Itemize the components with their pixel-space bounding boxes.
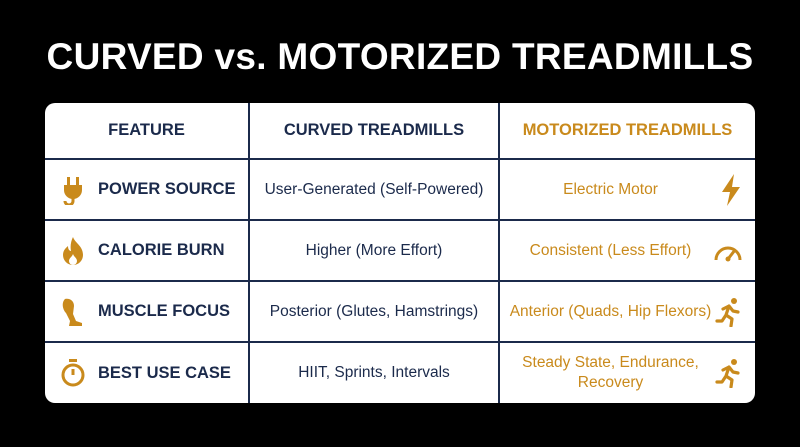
header-cell: CURVED TREADMILLS bbox=[250, 103, 500, 160]
leg-icon bbox=[62, 298, 82, 326]
feature-text: MUSCLE FOCUS bbox=[98, 302, 230, 320]
motorized-text: Anterior (Quads, Hip Flexors) bbox=[509, 302, 712, 320]
stopwatch-icon bbox=[61, 359, 85, 387]
header-text: MOTORIZED TREADMILLS bbox=[522, 121, 733, 139]
curved-text: HIIT, Sprints, Intervals bbox=[298, 364, 450, 381]
runner-icon bbox=[715, 297, 740, 327]
motorized-cell: Anterior (Quads, Hip Flexors) bbox=[500, 282, 755, 343]
gauge-icon bbox=[714, 246, 742, 261]
header-text: CURVED TREADMILLS bbox=[283, 121, 465, 139]
feature-cell: POWER SOURCE bbox=[45, 160, 250, 221]
feature-text: POWER SOURCE bbox=[98, 180, 236, 198]
runner-icon bbox=[715, 359, 740, 388]
curved-text: Posterior (Glutes, Hamstrings) bbox=[269, 302, 479, 320]
motorized-text: Steady State, Endurance, Recovery bbox=[522, 354, 699, 391]
feature-cell: MUSCLE FOCUS bbox=[45, 282, 250, 343]
curved-cell: Higher (More Effort) bbox=[250, 221, 500, 282]
motorized-text: Electric Motor bbox=[563, 180, 658, 198]
motorized-cell: Steady State, Endurance, Recovery bbox=[500, 343, 755, 403]
curved-cell: User-Generated (Self-Powered) bbox=[250, 160, 500, 221]
motorized-text: Consistent (Less Effort) bbox=[529, 241, 692, 259]
title: CURVED vs. MOTORIZED TREADMILLS bbox=[46, 36, 754, 77]
feature-cell: CALORIE BURN bbox=[45, 221, 250, 282]
motorized-cell: Electric Motor bbox=[500, 160, 755, 221]
motorized-cell: Consistent (Less Effort) bbox=[500, 221, 755, 282]
comparison-table: FEATURE CURVED TREADMILLS MOTORIZED TREA… bbox=[45, 103, 755, 403]
feature-cell: BEST USE CASE bbox=[45, 343, 250, 403]
feature-text: CALORIE BURN bbox=[98, 241, 225, 259]
header-cell: MOTORIZED TREADMILLS bbox=[500, 103, 755, 160]
feature-text: BEST USE CASE bbox=[98, 363, 231, 382]
curved-cell: Posterior (Glutes, Hamstrings) bbox=[250, 282, 500, 343]
plug-icon bbox=[63, 176, 82, 205]
curved-cell: HIIT, Sprints, Intervals bbox=[250, 343, 500, 403]
header-cell: FEATURE bbox=[45, 103, 250, 160]
header-text: FEATURE bbox=[108, 121, 185, 139]
curved-text: Higher (More Effort) bbox=[305, 241, 443, 259]
curved-text: User-Generated (Self-Powered) bbox=[264, 180, 484, 198]
flame-icon bbox=[63, 236, 83, 265]
bolt-icon bbox=[722, 173, 740, 206]
